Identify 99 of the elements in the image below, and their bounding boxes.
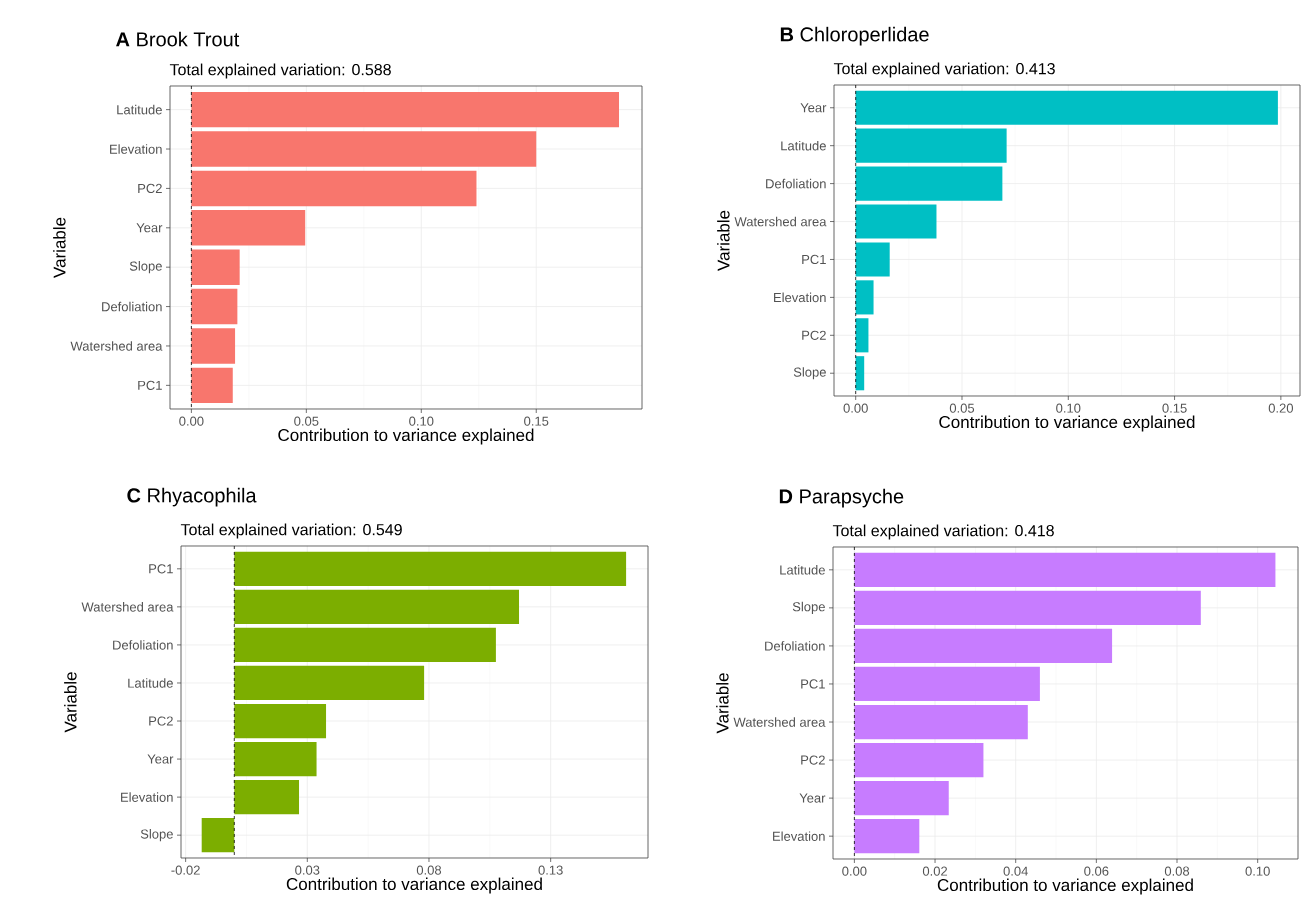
bar: [855, 242, 890, 277]
y-tick-label: Watershed area: [81, 602, 174, 612]
y-axis-title: Variable: [717, 210, 730, 271]
x-tick-label: 0.10: [1056, 403, 1081, 413]
chart-subtitle: Total explained variation: 0.588: [169, 63, 391, 79]
y-tick-label: PC2: [149, 716, 173, 726]
bar: [854, 704, 1028, 740]
chart-title: C Rhyacophila: [127, 487, 257, 507]
y-tick-label: PC2: [801, 755, 825, 765]
y-tick-label: PC1: [802, 254, 826, 265]
bar: [854, 780, 949, 816]
bar: [234, 589, 520, 624]
x-tick-label: 0.20: [1268, 403, 1294, 413]
y-tick-label: Latitude: [780, 565, 825, 575]
bar: [854, 590, 1201, 625]
y-tick-label: Year: [147, 754, 174, 764]
bar: [201, 818, 235, 853]
bar: [191, 170, 477, 207]
bar: [191, 288, 238, 325]
x-axis-title: Contribution to variance explained: [939, 415, 1195, 432]
bar: [854, 819, 920, 854]
x-tick-label: 0.13: [538, 865, 563, 875]
x-tick-label: 0.10: [409, 416, 434, 426]
y-tick-label: PC1: [801, 679, 825, 689]
y-tick-label: Slope: [792, 601, 825, 614]
x-tick-label: 0.05: [949, 403, 975, 413]
x-tick-label: 0.00: [842, 866, 867, 876]
y-tick-label: PC2: [802, 330, 826, 340]
y-axis-title: Variable: [64, 672, 77, 733]
x-tick-label: 0.15: [524, 416, 549, 426]
y-tick-label: Year: [799, 793, 826, 803]
x-tick-label: 0.10: [1245, 866, 1270, 876]
chart-title: D Parapsyche: [779, 488, 904, 508]
bar: [191, 210, 306, 246]
x-tick-label: 0.03: [295, 865, 320, 875]
y-tick-label: Latitude: [117, 104, 162, 115]
bar: [855, 204, 937, 239]
y-tick-label: Watershed area: [70, 341, 163, 351]
x-tick-label: 0.08: [1164, 866, 1190, 876]
y-tick-label: Defoliation: [113, 640, 173, 650]
y-tick-label: PC1: [149, 564, 173, 574]
bar: [191, 328, 236, 364]
bar: [855, 280, 874, 315]
y-tick-label: Defoliation: [766, 178, 826, 189]
y-tick-label: Slope: [793, 367, 826, 380]
bar: [234, 627, 496, 663]
bar: [191, 367, 233, 404]
chart-title: B Chloroperlidae: [780, 26, 929, 46]
x-tick-label: 0.04: [1003, 866, 1028, 876]
bar: [854, 742, 984, 778]
x-tick-label: 0.08: [416, 865, 442, 875]
y-tick-label: PC1: [138, 380, 162, 390]
x-tick-label: 0.00: [179, 416, 204, 426]
y-tick-label: Watershed area: [734, 216, 827, 227]
y-tick-label: Elevation: [110, 144, 162, 154]
y-tick-label: Slope: [140, 829, 173, 842]
x-tick-label: 0.06: [1084, 866, 1109, 876]
y-tick-label: Latitude: [128, 678, 173, 688]
bar: [855, 318, 869, 353]
bar: [234, 741, 317, 777]
chart-subtitle: Total explained variation: 0.549: [180, 523, 402, 539]
bar: [854, 666, 1040, 702]
bar: [854, 552, 1276, 587]
y-tick-label: Year: [136, 223, 163, 233]
x-tick-label: 0.05: [294, 416, 319, 426]
y-tick-label: Watershed area: [733, 717, 826, 727]
chart-subtitle: Total explained variation: 0.413: [833, 62, 1055, 78]
y-tick-label: Slope: [129, 261, 162, 274]
bar: [191, 91, 620, 128]
y-axis-title: Variable: [716, 673, 729, 734]
bar: [234, 779, 300, 815]
y-tick-label: Elevation: [121, 792, 173, 802]
y-tick-label: Year: [800, 103, 827, 113]
bar: [855, 90, 1278, 125]
x-axis-title: Contribution to variance explained: [278, 428, 534, 445]
x-tick-label: 0.00: [843, 403, 868, 413]
bar: [855, 166, 1003, 201]
bar: [234, 551, 627, 586]
y-tick-label: PC2: [138, 183, 162, 194]
y-tick-label: Latitude: [781, 140, 826, 151]
x-tick-label: 0.02: [922, 866, 948, 876]
chart-subtitle: Total explained variation: 0.418: [832, 524, 1054, 540]
bar: [191, 249, 240, 285]
x-tick-label: -0.02: [171, 865, 200, 875]
x-axis-title: Contribution to variance explained: [286, 877, 542, 894]
bar: [234, 703, 327, 739]
x-axis-title: Contribution to variance explained: [937, 878, 1193, 895]
bar: [854, 628, 1113, 664]
bar: [234, 665, 425, 701]
bar: [855, 356, 865, 391]
y-tick-label: Elevation: [773, 831, 825, 841]
bar: [855, 128, 1007, 163]
bar: [191, 131, 537, 167]
y-tick-label: Defoliation: [102, 301, 162, 312]
chart-title: A Brook Trout: [116, 31, 240, 47]
y-tick-label: Elevation: [774, 292, 826, 303]
y-axis-title: Variable: [53, 217, 66, 278]
y-tick-label: Defoliation: [765, 641, 825, 651]
x-tick-label: 0.15: [1162, 403, 1187, 413]
